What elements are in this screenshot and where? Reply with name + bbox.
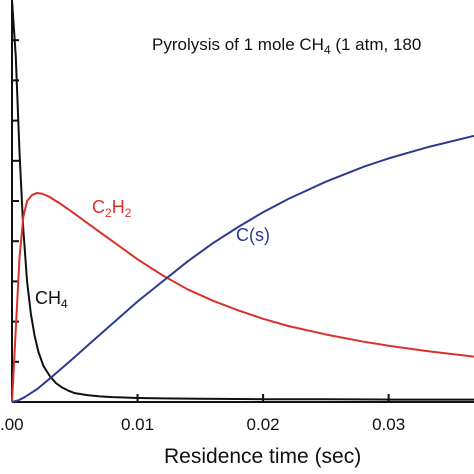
x-axis-label: Residence time (sec) bbox=[164, 445, 361, 468]
title-subscript: 4 bbox=[324, 43, 331, 57]
x-tick-label-2: 0.02 bbox=[247, 415, 280, 434]
series-group bbox=[11, 0, 474, 403]
series-line-2 bbox=[11, 134, 474, 403]
series-label-c2h2: C2H2 bbox=[92, 197, 132, 220]
series-line-0 bbox=[11, 0, 474, 401]
chart-title: Pyrolysis of 1 mole CH4 (1 atm, 180 bbox=[152, 35, 421, 57]
x-tick-label-3: 0.03 bbox=[372, 415, 405, 434]
x-tick-label-0: .00 bbox=[0, 415, 24, 434]
x-tick-label-1: 0.01 bbox=[121, 415, 154, 434]
title-suffix: (1 atm, 180 bbox=[331, 35, 422, 54]
series-label-cs: C(s) bbox=[236, 225, 270, 245]
series-line-1 bbox=[11, 191, 474, 403]
series-label-ch4: CH4 bbox=[35, 288, 68, 311]
